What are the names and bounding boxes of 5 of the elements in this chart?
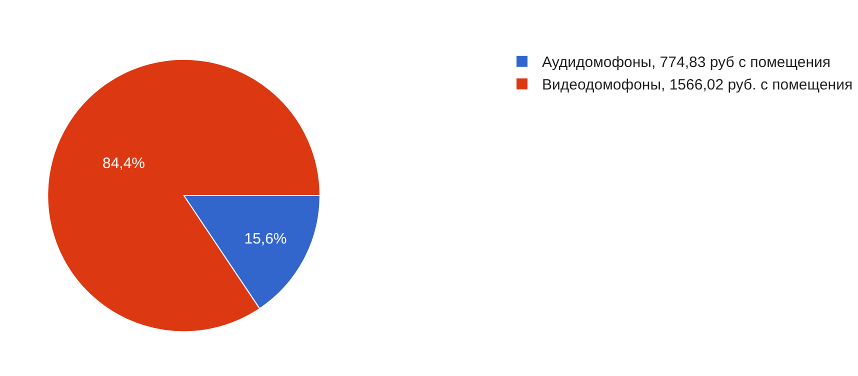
legend-label: Аудидомофоны, 774,83 руб с помещения — [542, 54, 831, 72]
legend-label: Видеодомофоны, 1566,02 руб. с помещения — [542, 76, 853, 94]
pie-slice — [47, 58, 320, 332]
data-label: 15,6% — [244, 230, 287, 248]
data-label: 84,4% — [102, 154, 146, 172]
